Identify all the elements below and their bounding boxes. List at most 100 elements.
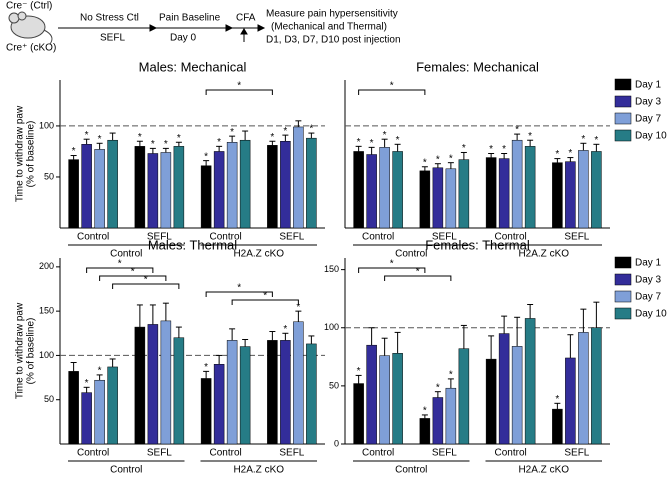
bar <box>94 379 105 445</box>
y-axis-label: Time to withdraw paw <box>15 302 26 399</box>
bar <box>524 146 536 229</box>
bar <box>213 364 225 445</box>
bar <box>267 145 278 229</box>
bar <box>147 324 159 445</box>
significance-star: * <box>151 139 155 150</box>
significance-star: * <box>581 134 585 145</box>
bar <box>392 151 403 229</box>
bracket <box>112 283 180 289</box>
legend-swatch <box>614 112 632 125</box>
x-tick-label: Control <box>362 232 394 243</box>
bar <box>485 358 497 445</box>
significance-star: * <box>85 378 89 389</box>
bar <box>458 348 470 445</box>
x-tick-label: SEFL <box>147 448 172 459</box>
bar <box>293 321 304 445</box>
significance-star: * <box>449 153 453 164</box>
x-tick-label: SEFL <box>564 232 589 243</box>
significance-star: * <box>85 130 89 141</box>
bracket <box>205 291 273 297</box>
bar <box>94 149 105 229</box>
bracket <box>358 267 426 273</box>
group-label: Control <box>110 249 142 260</box>
bar <box>107 139 118 229</box>
bracket-label: * <box>144 275 148 286</box>
bar <box>200 378 212 445</box>
significance-star: * <box>555 149 559 160</box>
bar <box>353 383 364 445</box>
y-tick-label: 150 <box>39 306 54 316</box>
significance-star: * <box>568 148 572 159</box>
significance-star: * <box>436 382 440 393</box>
significance-star: * <box>72 146 76 157</box>
bracket <box>86 267 154 273</box>
label: Pain Baseline <box>159 13 221 24</box>
y-axis-label: Time to withdraw paw <box>15 105 26 202</box>
significance-star: * <box>217 137 221 148</box>
y-tick-label: 200 <box>39 261 54 271</box>
bracket-label: * <box>118 259 122 270</box>
x-tick-label: Control <box>210 232 242 243</box>
x-tick-label: Control <box>77 232 109 243</box>
bar <box>565 357 576 445</box>
label: Day 0 <box>170 33 197 44</box>
x-tick-label: SEFL <box>432 232 457 243</box>
bar <box>578 332 589 445</box>
label: Cre⁻ (Ctrl) <box>6 1 52 12</box>
group-label: H2A.Z cKO <box>518 249 569 260</box>
x-tick-label: SEFL <box>147 232 172 243</box>
bar <box>160 152 172 229</box>
bar <box>458 159 470 229</box>
significance-star: * <box>423 406 427 417</box>
bar <box>200 165 212 229</box>
bracket-label: * <box>263 291 267 302</box>
bar <box>226 142 238 229</box>
group-label: Control <box>110 465 142 476</box>
bar <box>379 355 390 445</box>
bracket-label: * <box>390 81 394 92</box>
label: (Mechanical and Thermal) <box>271 22 387 33</box>
bar <box>213 151 225 229</box>
significance-star: * <box>204 362 208 373</box>
y-tick-label: 50 <box>329 380 339 390</box>
bar <box>107 366 118 445</box>
bar <box>353 151 364 229</box>
timeline: Cre⁻ (Ctrl) Cre⁺ (cKO) No Stress Ctl SEF… <box>6 1 401 54</box>
bar <box>498 333 510 445</box>
significance-star: * <box>296 302 300 313</box>
legend-swatch <box>614 307 632 320</box>
bar <box>552 408 563 445</box>
label: Measure pain hypersensitivity <box>266 9 398 20</box>
bar <box>578 150 589 229</box>
x-tick-label: Control <box>77 448 109 459</box>
significance-star: * <box>462 143 466 154</box>
significance-star: * <box>370 138 374 149</box>
bar <box>591 327 602 445</box>
bar <box>392 353 403 445</box>
bar <box>68 371 79 445</box>
significance-star: * <box>283 324 287 335</box>
label: No Stress Ctl <box>80 13 139 24</box>
bar <box>366 154 377 229</box>
bar <box>173 337 185 445</box>
x-tick-label: Control <box>362 448 394 459</box>
x-tick-label: SEFL <box>279 232 304 243</box>
legend-label: Day 1 <box>635 258 662 269</box>
y-tick-label: 50 <box>44 394 54 404</box>
significance-star: * <box>138 132 142 143</box>
bracket <box>231 299 299 305</box>
bar <box>226 340 238 445</box>
bar <box>432 167 444 229</box>
significance-star: * <box>555 394 559 405</box>
group-label: H2A.Z cKO <box>233 465 284 476</box>
y-tick-label: 100 <box>324 322 339 332</box>
bar <box>134 146 146 229</box>
label: D1, D3, D7, D10 post injection <box>266 35 401 46</box>
bar <box>81 392 92 445</box>
group-label: H2A.Z cKO <box>518 465 569 476</box>
legend-label: Day 10 <box>635 309 667 320</box>
significance-star: * <box>436 154 440 165</box>
significance-star: * <box>528 131 532 142</box>
significance-star: * <box>177 133 181 144</box>
significance-star: * <box>423 157 427 168</box>
